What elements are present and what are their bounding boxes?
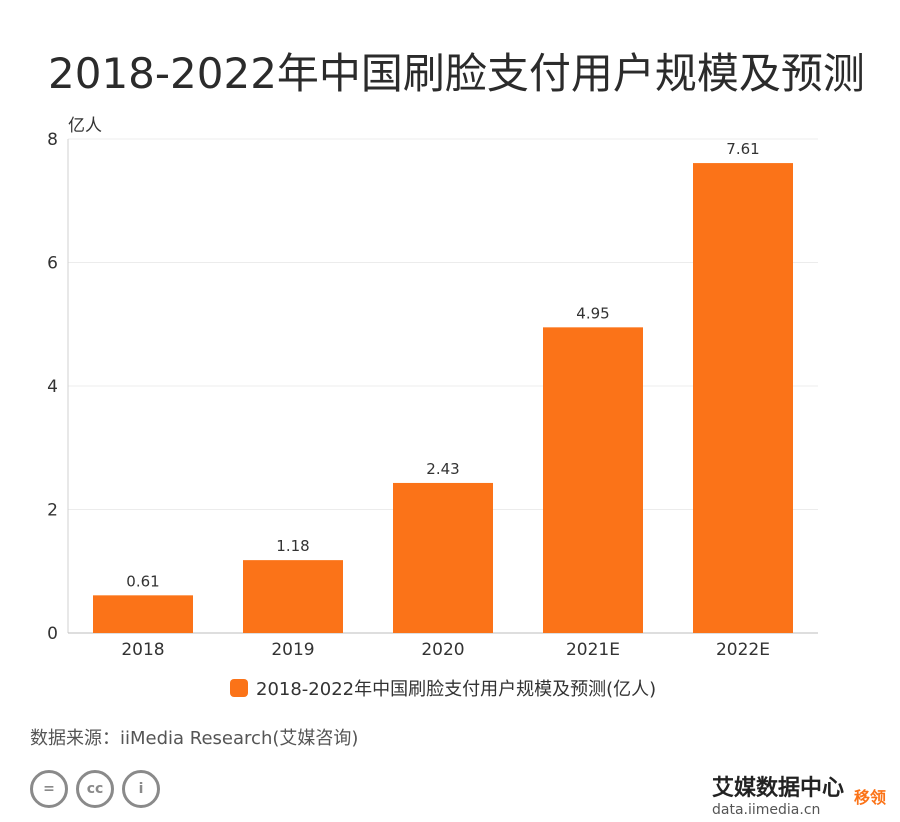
data-label: 1.18 [276,537,309,555]
person-icon: i [122,770,160,808]
brand-site: data.iimedia.cn [712,802,821,818]
y-tick-label: 6 [47,254,58,274]
y-tick-label: 2 [47,501,58,521]
data-label: 4.95 [576,304,609,322]
x-tick-label: 2022E [716,640,770,660]
x-tick-label: 2018 [121,640,164,660]
y-unit-label: 亿人 [68,116,102,136]
equals-icon: = [30,770,68,808]
legend-label: 2018-2022年中国刷脸支付用户规模及预测(亿人) [256,679,657,700]
license-icons: = cc i [30,770,160,808]
bar [243,560,343,633]
chart-title: 2018-2022年中国刷脸支付用户规模及预测 [48,49,865,98]
data-label: 0.61 [126,572,159,590]
bar [393,482,493,633]
data-label: 2.43 [426,460,459,478]
x-tick-label: 2019 [271,640,314,660]
x-tick-label: 2021E [566,640,620,660]
y-tick-label: 4 [47,377,58,397]
brand-name: 艾媒数据中心 [712,776,845,801]
x-tick-label: 2020 [421,640,464,660]
legend: 2018-2022年中国刷脸支付用户规模及预测(亿人) [230,675,656,701]
bar [93,595,193,633]
bar [543,327,643,633]
source-note: 数据来源：iiMedia Research(艾媒咨询) [30,728,359,749]
bar [693,163,793,633]
cc-icon: cc [76,770,114,808]
y-tick-label: 0 [47,624,58,644]
brand-logo: 艾媒数据中心 data.iimedia.cn [712,770,844,818]
legend-swatch [230,679,248,697]
brand-tag: 移领 [854,788,887,807]
data-label: 7.61 [726,140,759,158]
y-tick-label: 8 [47,130,58,150]
